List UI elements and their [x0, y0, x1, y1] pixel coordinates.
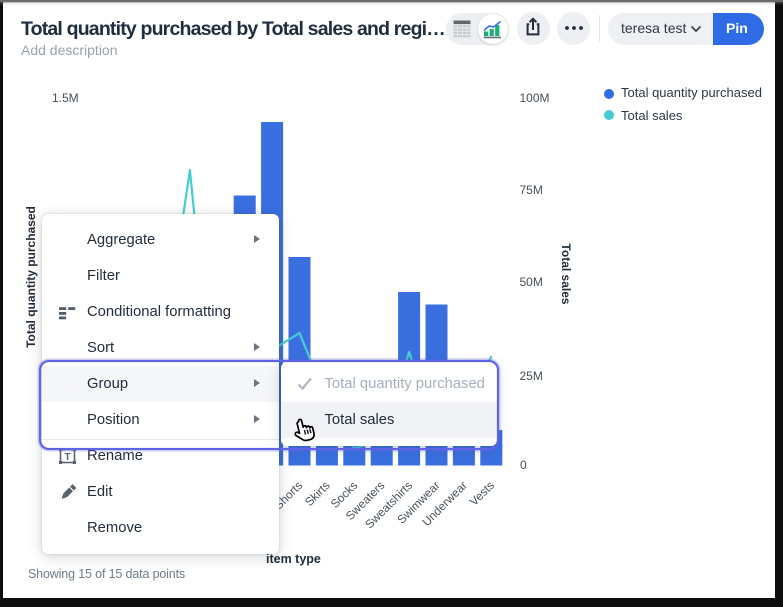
svg-text:T: T [64, 452, 70, 463]
